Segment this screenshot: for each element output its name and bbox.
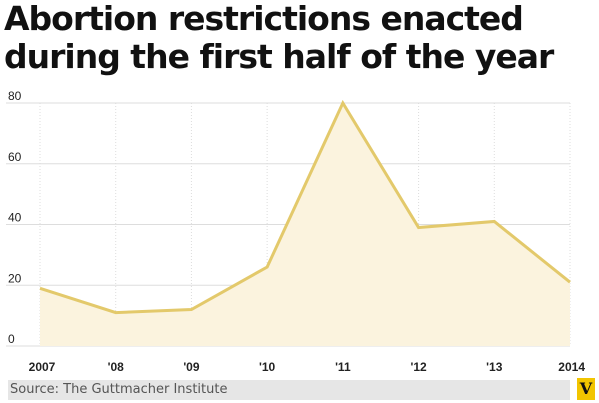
- x-tick-label: '12: [410, 360, 427, 374]
- x-tick-label: '10: [259, 360, 276, 374]
- y-tick-label: 20: [8, 271, 22, 285]
- x-tick-label: '09: [183, 360, 200, 374]
- x-axis-ticks: 2007 '08 '09 '10 '11 '12 '13 2014: [29, 360, 586, 374]
- y-tick-label: 60: [8, 150, 22, 164]
- series-line: [39, 99, 571, 315]
- x-tick-label: '08: [108, 360, 125, 374]
- x-tick-label: '11: [335, 360, 351, 374]
- chart-title-line-2: during the first half of the year: [4, 37, 554, 76]
- y-tick-label: 80: [8, 89, 22, 103]
- vox-logo: V: [577, 378, 595, 400]
- y-axis-ticks: 0 20 40 60 80: [8, 89, 22, 346]
- area-fill: [40, 103, 570, 346]
- x-tick-label: 2007: [29, 360, 56, 374]
- y-tick-label: 40: [8, 211, 22, 225]
- y-tick-label: 0: [8, 332, 15, 346]
- chart-title-line-1: Abortion restrictions enacted: [4, 0, 524, 38]
- source-note: Source: The Guttmacher Institute: [8, 380, 570, 400]
- chart-title: Abortion restrictions enacted during the…: [4, 0, 594, 76]
- x-tick-label: 2014: [558, 360, 585, 374]
- x-tick-label: '13: [486, 360, 503, 374]
- area-layer: [39, 99, 571, 346]
